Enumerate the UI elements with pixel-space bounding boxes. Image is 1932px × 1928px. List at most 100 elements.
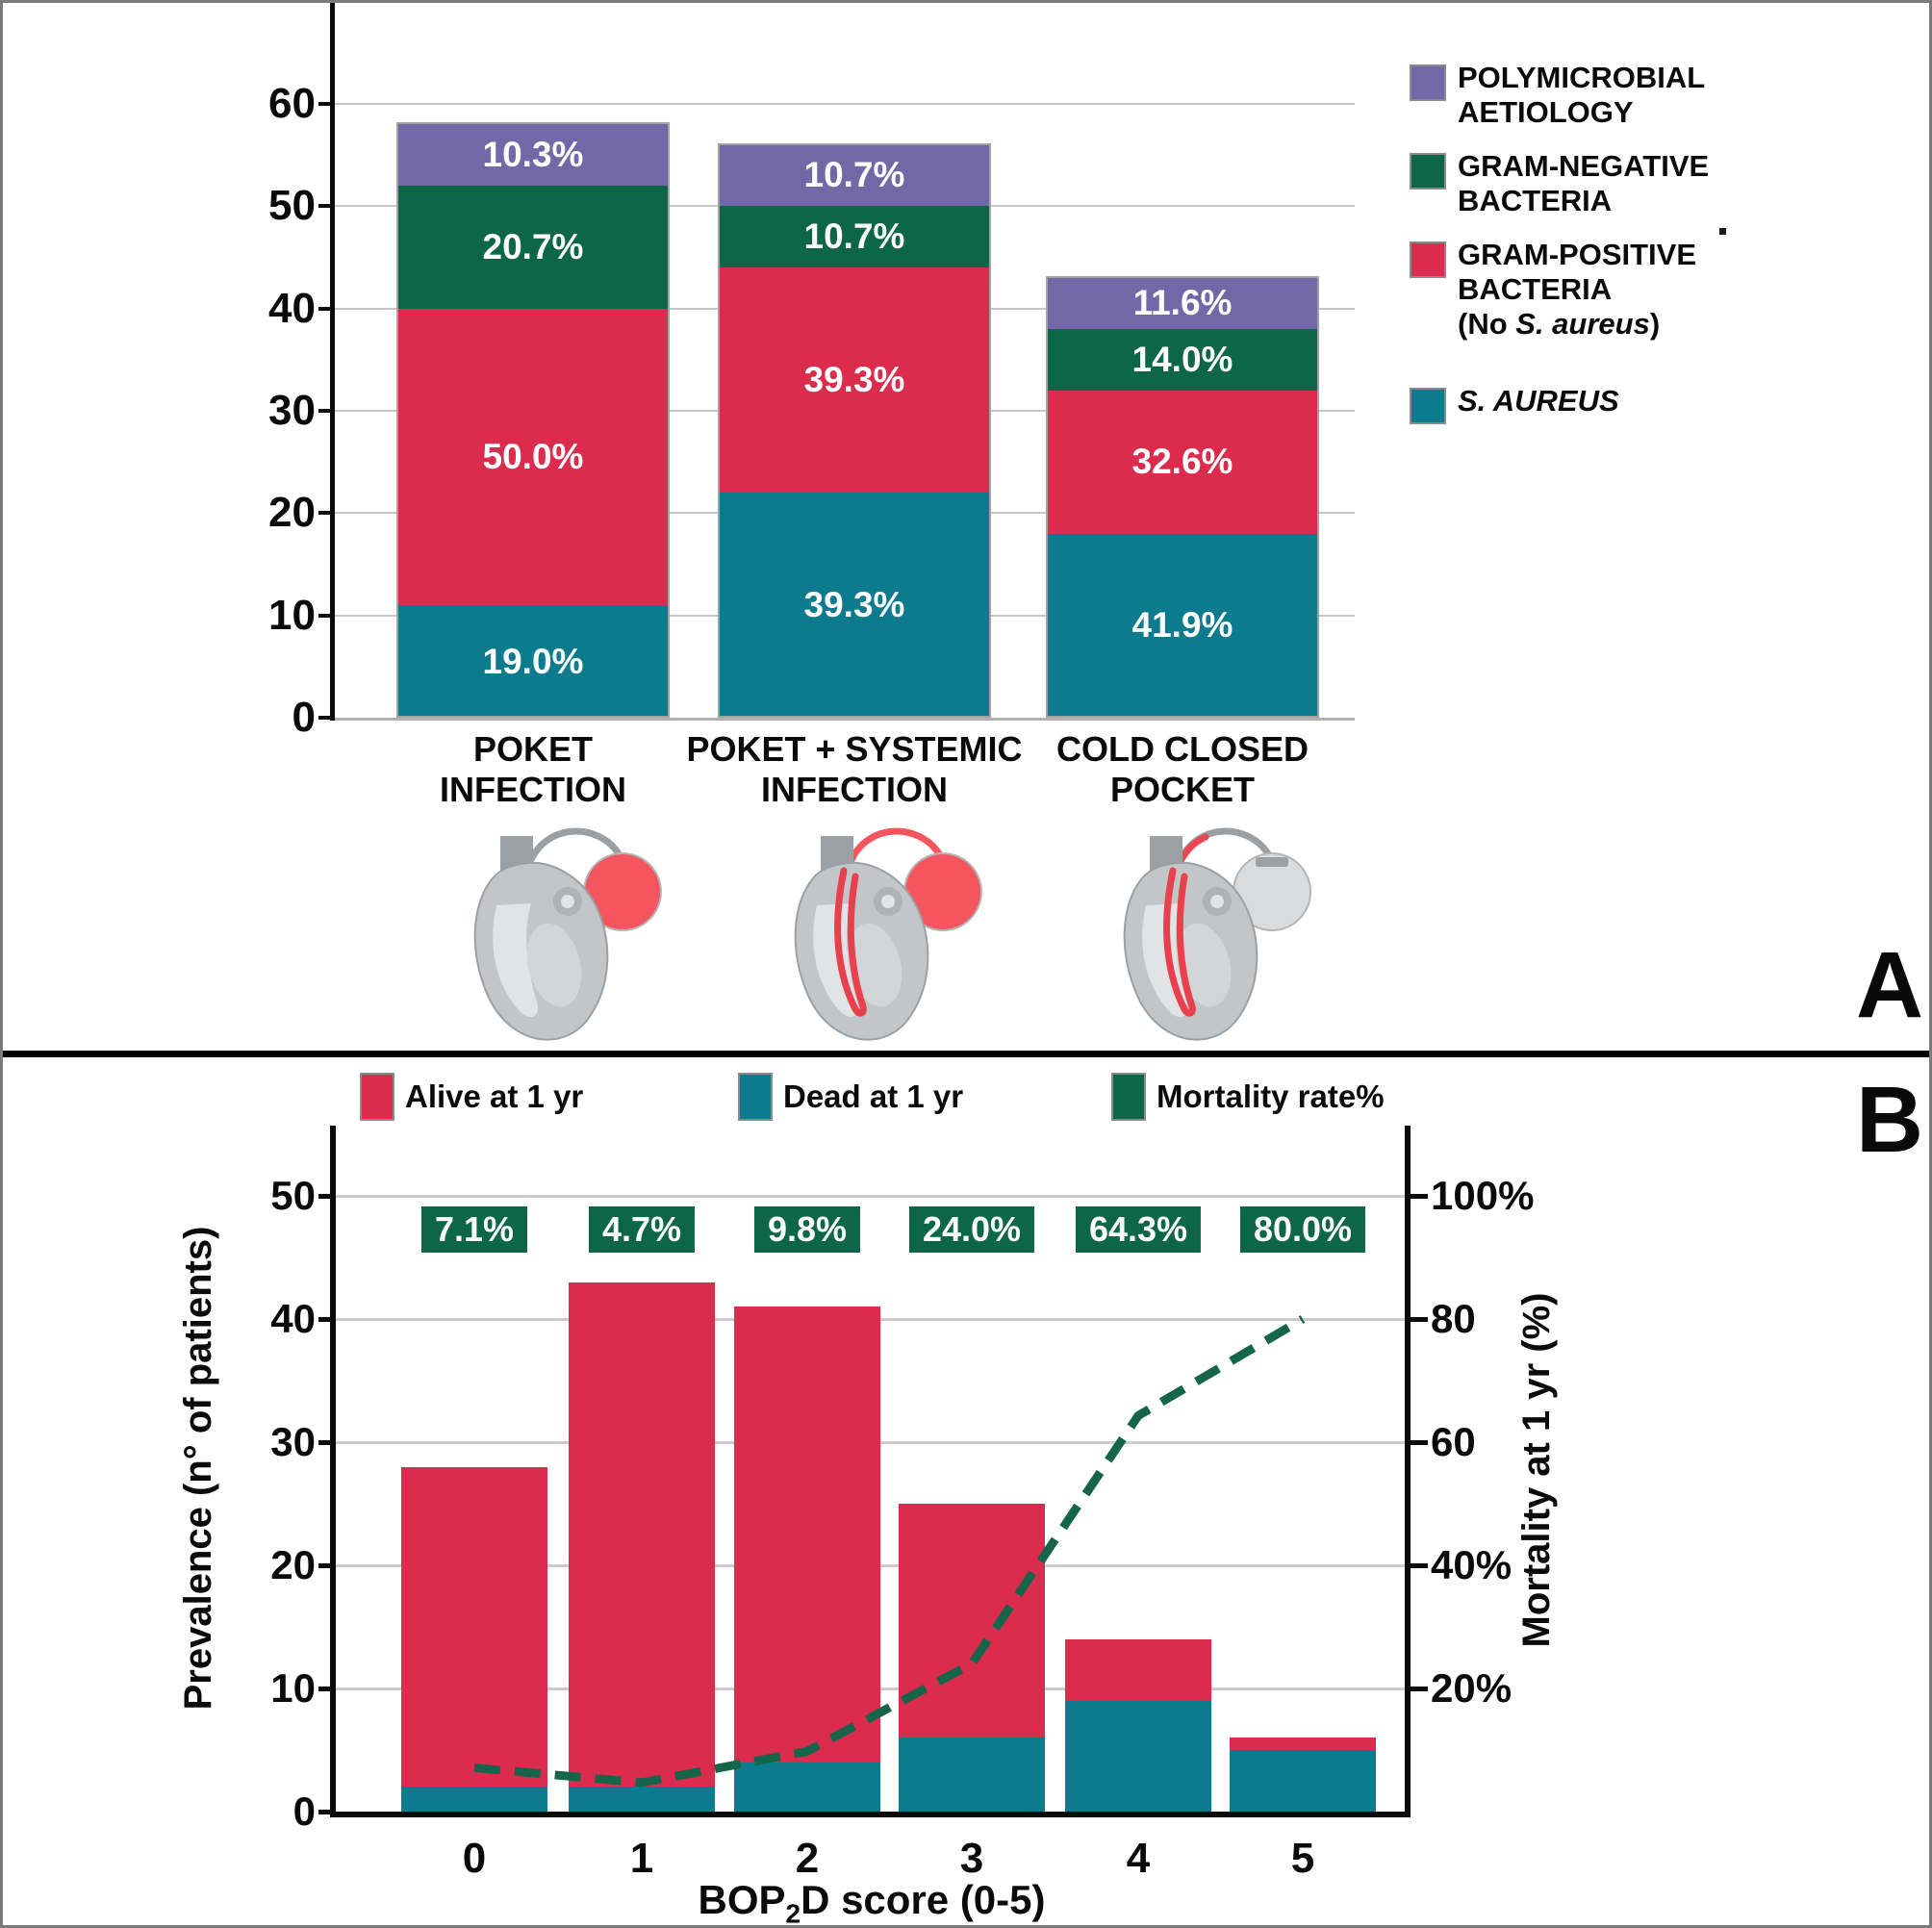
heart-cold-closed-pocket-illustration [1123,827,1311,1041]
x-title-subscript: 2 [785,1898,801,1928]
score-0-segment-alive-at-1-yr [401,1466,547,1788]
legend-text-italic: S. aureus [1515,307,1650,341]
vessel-ring-inner [1210,895,1224,908]
left-tick-mark [318,1810,336,1814]
y-tick-label: 40 [268,284,316,332]
x-tick-label: 3 [959,1835,984,1882]
x-tick-label: 2 [795,1835,820,1882]
x-tick-label: 1 [629,1835,654,1882]
mortality-swatch [1111,1073,1146,1121]
bar-2-segment-s-aureus: 41.9% [1048,533,1317,718]
segment-percent-label: 11.6% [1132,283,1233,323]
segment-percent-label: 14.0% [1131,339,1233,379]
bar-0-segment-s-aureus: 19.0% [398,605,668,718]
y-tick-label: 30 [268,387,316,434]
panel-b-letter: B [1855,1067,1924,1172]
segment-percent-label: 10.7% [803,155,905,195]
legend-line: AETIOLOGY [1458,95,1634,129]
y-tick-mark [318,716,335,720]
left-tick-label: 30 [270,1419,316,1464]
y-tick-label: 10 [268,591,316,639]
score-5-segment-alive-at-1-yr [1230,1738,1376,1750]
right-axis-title: Mortality at 1 yr (%) [1515,1292,1558,1648]
heart-pocket-infection-illustration [473,827,662,1041]
x-axis-line [330,1812,1411,1817]
category-label-line: POKET [472,729,593,769]
score-5-segment-dead-at-1-yr [1230,1750,1376,1812]
legend-label: GRAM-POSITIVE BACTERIA (No S. aureus) [1458,238,1696,342]
heart-pocket-systemic-illustration [794,827,982,1041]
category-label-line: INFECTION [440,770,626,809]
right-tick-label: 60 [1431,1419,1476,1464]
stray-dot [1719,228,1726,235]
segment-percent-label: 39.3% [803,360,905,400]
legend-line: (No S. aureus) [1458,307,1696,342]
pacemaker-lead [524,827,623,871]
dead-legend-label: Dead at 1 yr [783,1078,964,1114]
right-tick-label: 20% [1431,1665,1513,1711]
score-1-segment-alive-at-1-yr [569,1281,715,1788]
bar-0-segment-gram-positive-bacteria-no-s-aureus: 50.0% [398,308,668,606]
panel-a-letter: A [1855,932,1924,1037]
bar-outline [1046,275,1319,718]
bar-2-segment-polymicrobial-aetiology: 11.6% [1048,277,1317,329]
left-tick-mark [318,1440,336,1445]
dead-swatch [738,1073,773,1121]
segment-percent-label: 20.7% [482,226,584,266]
right-tick-mark [1411,1440,1428,1445]
bar-outline [718,142,991,718]
segment-percent-label: 41.9% [1131,605,1233,646]
left-tick-mark [318,1317,336,1322]
y-tick-mark [318,306,335,311]
segment-percent-label: 10.3% [482,135,584,175]
y-tick-mark [318,511,335,516]
right-axis-line [1405,1126,1411,1817]
alive-swatch [360,1073,394,1121]
legend-text-part: (No [1458,307,1516,341]
y-tick-label: 60 [268,80,316,127]
legend-label: GRAM-NEGATIVE BACTERIA [1458,149,1709,218]
gridline-50 [336,1195,1408,1198]
mortality-rate-box: 9.8% [753,1206,861,1253]
y-tick-label: 0 [292,694,316,741]
legend-line: GRAM-NEGATIVE [1458,149,1710,183]
mortality-rate-box: 80.0% [1239,1206,1366,1253]
left-axis-title: Prevalence (n° of patients) [177,1226,219,1711]
bar-1-segment-s-aureus: 39.3% [720,493,989,718]
bar-0-segment-gram-negative-bacteria: 20.7% [398,186,668,309]
x-tick-label: 0 [462,1835,487,1882]
left-tick-label: 10 [270,1665,316,1711]
left-tick-label: 40 [270,1296,316,1341]
panel-divider [3,1051,1929,1057]
left-tick-mark [318,1194,336,1199]
mortality-rate-box: 7.1% [420,1206,528,1253]
legend-label: S. AUREUS [1458,384,1619,419]
heart-chamber [847,923,902,1007]
gram-negative-swatch [1410,153,1446,190]
bar-1-segment-gram-negative-bacteria: 10.7% [720,206,989,268]
heart-chamber [493,903,538,1017]
y-tick-mark [318,102,335,106]
panel-b-plot: 0 10 20 30 40 50 20% 40% 60 80 100% 0 7.1% 1 4.7% 2 9.8%… [3,1057,1929,1925]
legend-label: POLYMICROBIAL AETIOLOGY [1458,61,1705,130]
legend-text-part: ) [1649,307,1661,341]
mortality-rate-box: 64.3% [1075,1206,1202,1253]
s-aureus-swatch [1410,388,1446,424]
category-label-line: COLD CLOSED [1055,729,1309,769]
alive-legend-label: Alive at 1 yr [405,1078,584,1114]
device-connector [1256,857,1288,867]
score-1-segment-dead-at-1-yr [569,1787,715,1812]
score-2-segment-dead-at-1-yr [734,1762,880,1812]
score-3-segment-dead-at-1-yr [899,1738,1045,1812]
vessel-ring-inner [881,895,895,908]
y-axis-line [330,3,335,721]
legend-line: BACTERIA [1458,272,1613,306]
x-tick-label: 4 [1126,1835,1151,1882]
right-tick-mark [1411,1317,1428,1322]
x-baseline [335,718,1355,721]
score-4-segment-alive-at-1-yr [1065,1638,1211,1701]
left-tick-mark [318,1687,336,1691]
left-tick-label: 0 [292,1788,316,1834]
y-tick-label: 50 [268,182,316,230]
score-4-segment-dead-at-1-yr [1065,1700,1211,1812]
